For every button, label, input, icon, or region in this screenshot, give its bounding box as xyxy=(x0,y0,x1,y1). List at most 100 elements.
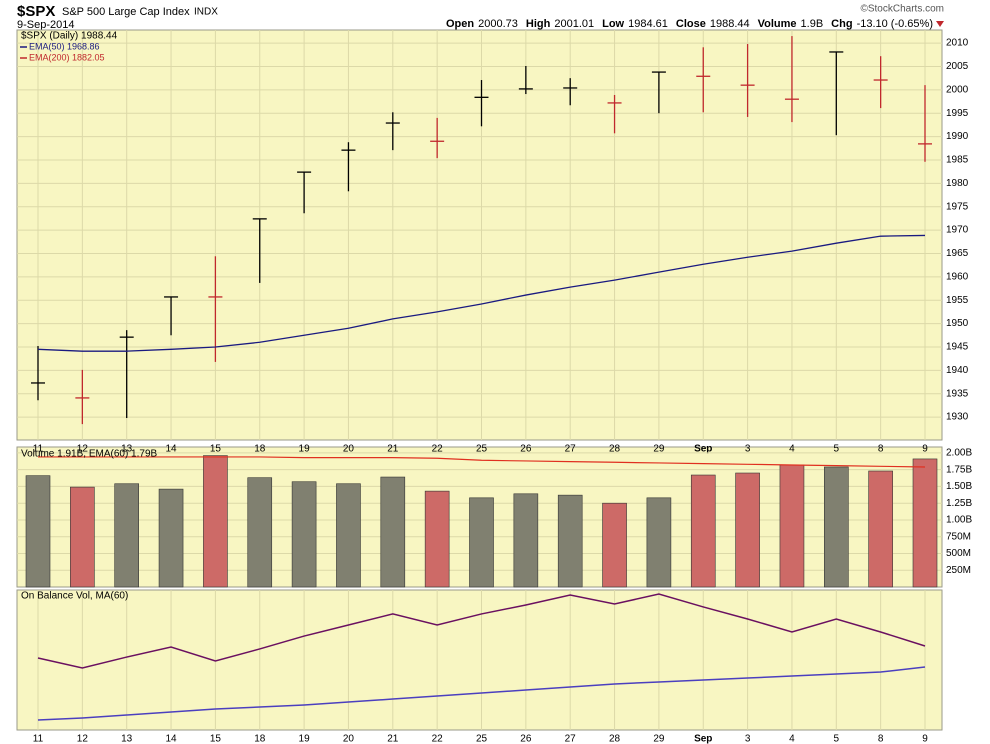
y-tick-label: 1.25B xyxy=(946,498,972,509)
x-tick-label: 21 xyxy=(387,444,399,455)
y-tick-label: 2.00B xyxy=(946,448,972,459)
y-tick-label: 1950 xyxy=(946,318,969,329)
x-tick-label: 26 xyxy=(520,734,532,744)
y-tick-label: 1.50B xyxy=(946,481,972,492)
y-tick-label: 1930 xyxy=(946,412,969,423)
quote-value: 1.9B xyxy=(801,18,824,30)
x-tick-label: 22 xyxy=(432,444,444,455)
quote-label: Close xyxy=(676,18,706,30)
quote-value: 2001.01 xyxy=(554,18,594,30)
y-tick-label: 2010 xyxy=(946,38,969,49)
quote-value: 1988.44 xyxy=(710,18,750,30)
volume-bar xyxy=(336,483,361,588)
x-tick-label: 28 xyxy=(609,734,621,744)
y-tick-label: 1980 xyxy=(946,178,969,189)
obv-line xyxy=(37,666,926,721)
x-tick-label: 21 xyxy=(387,734,399,744)
volume-bar xyxy=(469,497,494,588)
y-tick-label: 1935 xyxy=(946,388,969,399)
volume-bar xyxy=(70,486,95,588)
y-tick-label: 1965 xyxy=(946,248,969,259)
quote-label: Volume xyxy=(758,18,797,30)
x-tick-label: 27 xyxy=(565,734,577,744)
volume-bar xyxy=(735,472,760,588)
y-tick-label: 1955 xyxy=(946,295,969,306)
x-tick-label: 8 xyxy=(878,444,884,455)
legend-price: $SPX (Daily) 1988.44 xyxy=(21,31,118,42)
obv-panel xyxy=(16,589,943,731)
x-tick-label: 15 xyxy=(210,734,222,744)
volume-bar xyxy=(823,466,849,588)
y-tick-label: 2005 xyxy=(946,61,969,72)
x-tick-label: 5 xyxy=(834,444,840,455)
y-tick-label: 1945 xyxy=(946,342,969,353)
volume-bar xyxy=(513,493,539,588)
quote-label: Chg xyxy=(831,18,852,30)
y-tick-label: 500M xyxy=(946,548,971,559)
x-tick-label: 26 xyxy=(520,444,532,455)
x-tick-label: 25 xyxy=(476,734,488,744)
volume-bar xyxy=(114,483,139,588)
volume-ema xyxy=(38,456,926,468)
y-tick-label: 1995 xyxy=(946,108,969,119)
x-tick-label: 20 xyxy=(343,734,355,744)
panel-title: On Balance Vol, MA(60) xyxy=(21,591,128,602)
y-tick-label: 2000 xyxy=(946,84,969,95)
x-tick-label: 18 xyxy=(254,444,266,455)
index-name: S&P 500 Large Cap Index xyxy=(62,6,190,18)
x-tick-label: 15 xyxy=(210,444,222,455)
quote-label: Open xyxy=(446,18,474,30)
x-tick-label: 9 xyxy=(922,734,928,744)
y-tick-label: 1940 xyxy=(946,365,969,376)
quote-value: -13.10 (-0.65%) xyxy=(857,18,933,30)
volume-bar xyxy=(380,476,406,588)
panel-title: Volume 1.91B, EMA(60) 1.79B xyxy=(21,449,158,460)
x-tick-label: Sep xyxy=(694,444,712,455)
volume-bar xyxy=(779,464,805,588)
y-tick-label: 1975 xyxy=(946,201,969,212)
date: 9-Sep-2014 xyxy=(17,19,75,31)
x-tick-label: 22 xyxy=(432,734,444,744)
legend-label: EMA(50) 1968.86 xyxy=(29,41,100,51)
x-tick-label: 18 xyxy=(254,734,266,744)
quote-value: 1984.61 xyxy=(628,18,668,30)
x-tick-label: 11 xyxy=(33,444,44,455)
obv-line xyxy=(37,593,926,669)
quote-value: 2000.73 xyxy=(478,18,518,30)
x-tick-label: 3 xyxy=(745,444,751,455)
down-arrow xyxy=(936,21,944,27)
x-tick-label: 11 xyxy=(33,734,44,744)
x-tick-label: 4 xyxy=(789,734,795,744)
x-tick-label: 12 xyxy=(77,444,89,455)
x-tick-label: 5 xyxy=(834,734,840,744)
y-tick-label: 1.75B xyxy=(946,464,972,475)
x-tick-label: 3 xyxy=(745,734,751,744)
volume-bar xyxy=(247,477,273,588)
volume-bar xyxy=(25,475,51,588)
y-tick-label: 1.00B xyxy=(946,515,972,526)
price-panel xyxy=(16,29,943,441)
volume-bar xyxy=(291,481,317,588)
quote-label: High xyxy=(526,18,551,30)
ema-line xyxy=(37,234,926,352)
symbol: $SPX xyxy=(17,3,55,20)
volume-bar xyxy=(424,490,450,588)
x-tick-label: 13 xyxy=(121,734,133,744)
volume-bar xyxy=(690,474,716,588)
x-tick-label: 8 xyxy=(878,734,884,744)
x-tick-label: 29 xyxy=(653,444,665,455)
x-tick-label: 9 xyxy=(922,444,928,455)
x-tick-label: 25 xyxy=(476,444,488,455)
quote: Open 2000.73 High 2001.01 Low 1984.61 Close 198… xyxy=(446,18,933,30)
quote-label: Low xyxy=(602,18,624,30)
y-tick-label: 1960 xyxy=(946,271,969,282)
x-tick-label: 29 xyxy=(653,734,665,744)
y-tick-label: 1985 xyxy=(946,155,969,166)
volume-bar xyxy=(557,494,583,588)
y-tick-label: 1990 xyxy=(946,131,969,142)
x-tick-label: 13 xyxy=(121,444,133,455)
volume-bar xyxy=(158,488,184,588)
exchange: INDX xyxy=(194,7,218,18)
volume-bar xyxy=(646,497,672,588)
